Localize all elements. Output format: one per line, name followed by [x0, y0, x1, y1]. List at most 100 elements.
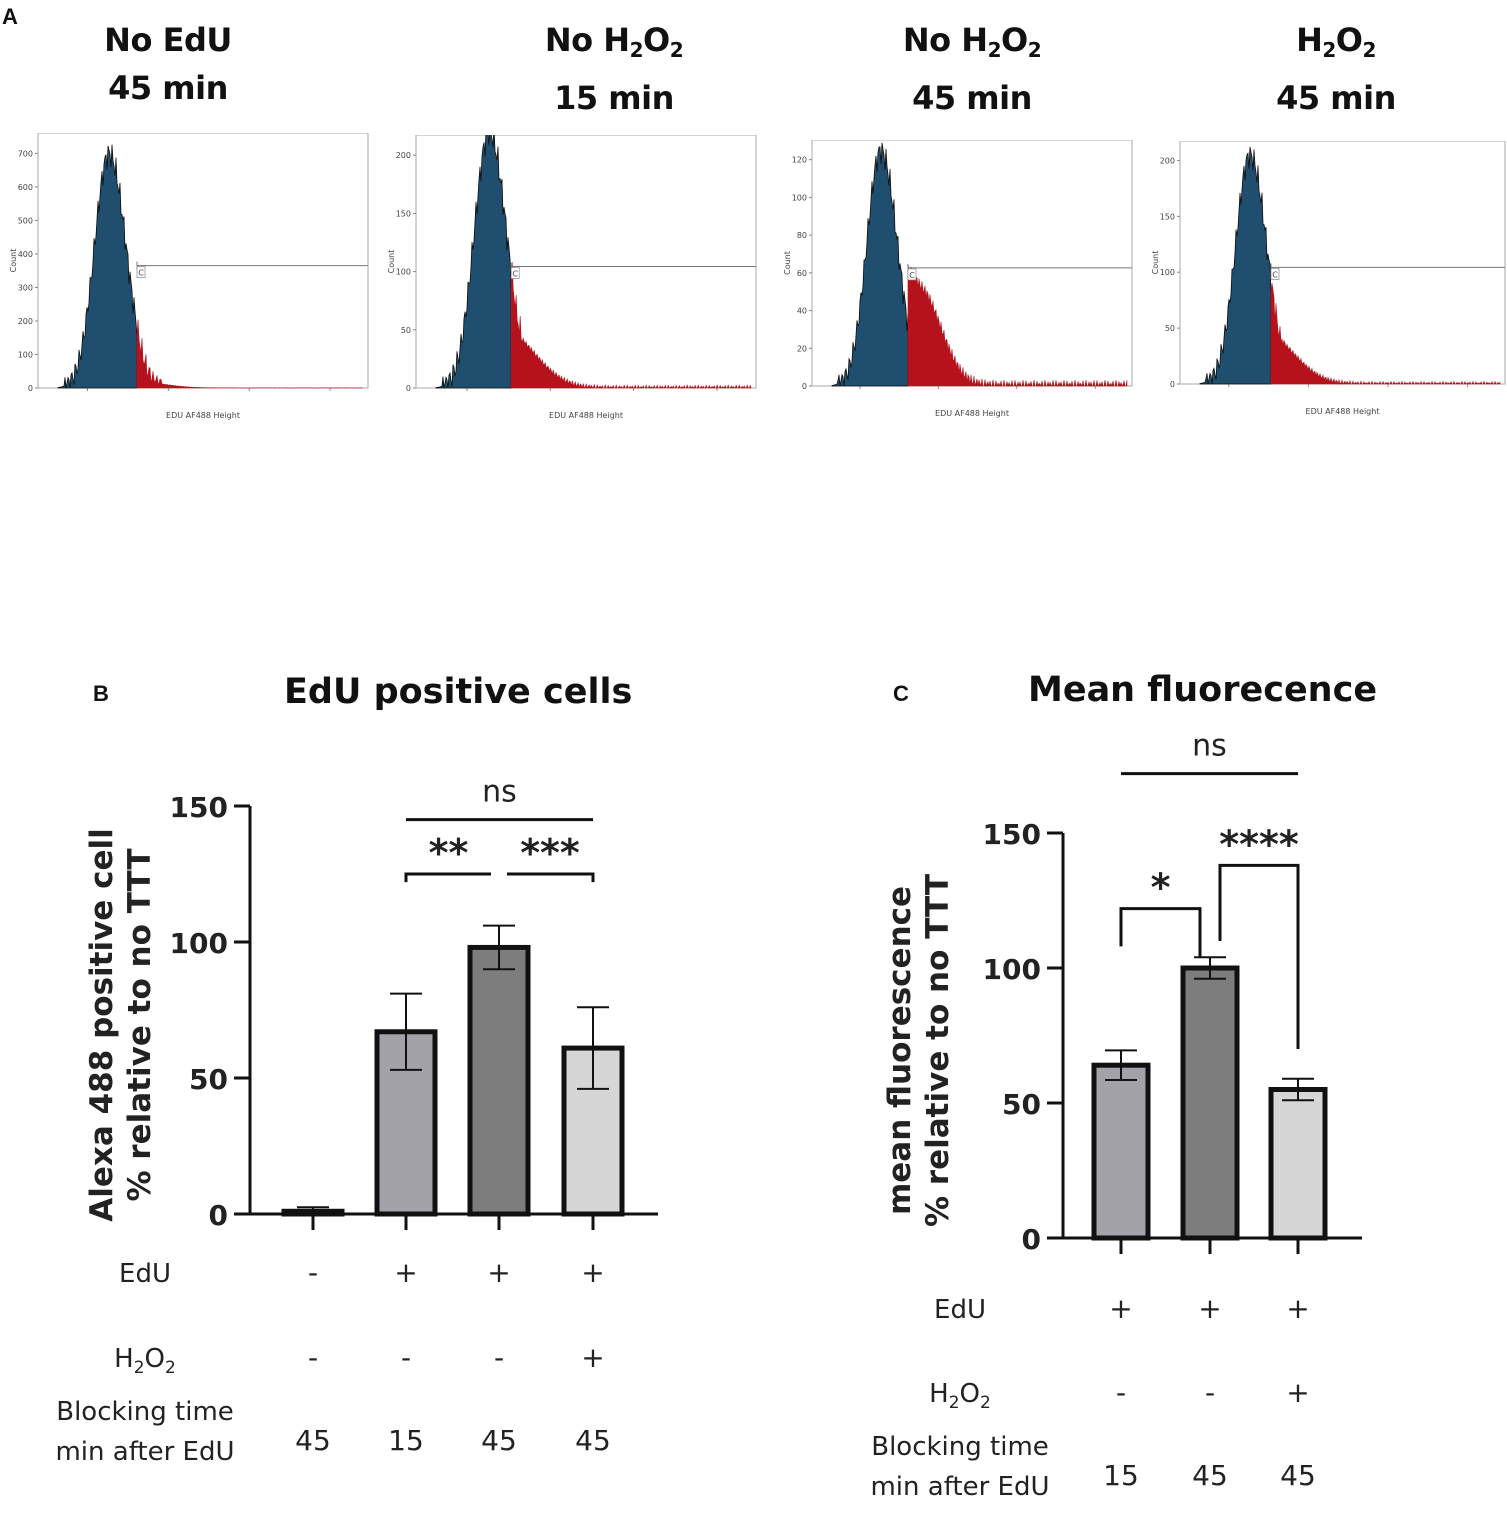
y-axis-label: Count: [387, 250, 396, 274]
y-tick-label: 0: [1170, 380, 1175, 389]
y-axis-label: Count: [783, 251, 792, 275]
y-tick-label: 0: [209, 1199, 228, 1232]
histogram-title-line1: No EdU: [104, 21, 232, 59]
chart-c: 0 50 100 150 mean fluorescence% relative to …: [870, 729, 1362, 1502]
y-tick-label: 150: [170, 791, 228, 824]
row-value: -: [1116, 1376, 1126, 1409]
y-tick-label: 100: [792, 193, 807, 202]
y-tick-label: 100: [396, 268, 411, 277]
row-label-blocking-line1: Blocking time: [871, 1432, 1049, 1462]
histogram-3: 0 20 40 60 80 100 120 Count EDU AF488 Height C: [783, 140, 1133, 418]
y-tick-label: 200: [1160, 156, 1175, 165]
row-label-h2o2: H2O2: [929, 1379, 991, 1413]
y-tick-label: 400: [18, 250, 33, 259]
significance-label: ns: [1192, 729, 1227, 764]
row-value: -: [308, 1341, 318, 1374]
row-value: 45: [1280, 1459, 1316, 1492]
gate-label: C: [1272, 270, 1278, 279]
row-label-edu: EdU: [934, 1295, 986, 1325]
y-tick-label: 120: [792, 156, 807, 165]
y-tick-label: 100: [1160, 268, 1175, 277]
bar-3: [1268, 1087, 1328, 1241]
histogram-title-4: H2O2 45 min: [1196, 16, 1476, 122]
row-value: -: [1205, 1376, 1215, 1409]
row-label-blocking-line2: min after EdU: [55, 1437, 234, 1467]
y-tick-label: 150: [1160, 212, 1175, 221]
formula-h: H: [929, 1379, 949, 1409]
significance-label: ***: [520, 831, 580, 875]
histogram-negative-population: [1199, 146, 1272, 385]
panel-b-letter: B: [93, 681, 109, 706]
y-tick-label: 200: [18, 317, 33, 326]
gate-label-box: [510, 267, 520, 279]
gate-label: C: [512, 270, 518, 279]
histogram-title-line2: 45 min: [912, 79, 1032, 117]
y-tick-label: 200: [396, 151, 411, 160]
panel-a-letter: A: [2, 4, 18, 29]
histogram-title-2: No H2O2 15 min: [474, 16, 754, 122]
significance-bracket: [1218, 863, 1300, 1049]
y-axis-label-line2: % relative to no TTT: [920, 874, 956, 1227]
gate-label: C: [138, 269, 144, 278]
x-axis-label: EDU AF488 Height: [935, 409, 1009, 418]
y-tick-label: 100: [983, 953, 1041, 986]
histogram-2: 0 50 100 150 200 Count EDU AF488 Height C: [387, 135, 757, 420]
row-value: -: [308, 1256, 318, 1289]
gate-label-box: [136, 266, 146, 278]
formula-h: H: [114, 1344, 134, 1374]
histogram-positive-population: [907, 263, 1128, 388]
row-label-edu: EdU: [119, 1259, 171, 1289]
row-value: 15: [388, 1424, 424, 1457]
gate-label-box: [1270, 268, 1280, 280]
y-axis-label-line1: mean fluorescence: [882, 886, 918, 1215]
histogram-positive-population: [136, 319, 363, 389]
significance-label: ****: [1219, 822, 1299, 866]
histogram-title-1: No EdU 45 min: [28, 16, 308, 112]
row-value: +: [487, 1256, 510, 1289]
row-value: +: [1286, 1292, 1309, 1325]
histogram-positive-population: [510, 262, 752, 390]
y-tick-label: 500: [18, 216, 33, 225]
y-tick-label: 80: [797, 231, 807, 240]
significance-bracket: [1119, 907, 1202, 958]
y-tick-label: 50: [1165, 324, 1175, 333]
row-value: 45: [481, 1424, 517, 1457]
y-axis-label: Count: [1151, 251, 1160, 275]
chart-b: 0 50 100 150 Alexa 488 positive cell% relati…: [55, 775, 658, 1467]
y-tick-label: 150: [396, 209, 411, 218]
y-tick-label: 0: [28, 384, 33, 393]
formula-sub: 2: [165, 1358, 176, 1378]
formula-sub: 2: [949, 1393, 960, 1413]
histogram-negative-population: [435, 135, 512, 389]
row-value: 45: [1192, 1459, 1228, 1492]
histogram-title-line1: No H2O2: [902, 21, 1042, 62]
y-tick-label: 600: [18, 183, 33, 192]
y-tick-label: 50: [189, 1063, 228, 1096]
histogram-title-3: No H2O2 45 min: [832, 16, 1112, 122]
y-tick-label: 60: [797, 269, 807, 278]
row-value: +: [1198, 1292, 1221, 1325]
row-value: +: [1286, 1376, 1309, 1409]
gate-label-box: [907, 268, 917, 281]
row-value: +: [581, 1256, 604, 1289]
row-label-blocking-line2: min after EdU: [870, 1472, 1049, 1502]
row-value: -: [401, 1341, 411, 1374]
y-tick-label: 50: [1002, 1088, 1041, 1121]
histogram-title-line1: No H2O2: [544, 21, 684, 62]
row-value: +: [1109, 1292, 1132, 1325]
formula-o: O: [145, 1344, 165, 1374]
row-value: 45: [575, 1424, 611, 1457]
significance-label: *: [1151, 866, 1171, 910]
x-axis-label: EDU AF488 Height: [549, 411, 623, 420]
histogram-title-line2: 15 min: [554, 79, 674, 117]
y-axis-label-line1: Alexa 488 positive cell: [84, 828, 120, 1222]
y-axis-label: Count: [9, 249, 18, 273]
y-tick-label: 0: [1022, 1223, 1041, 1256]
y-tick-label: 20: [797, 344, 807, 353]
histogram-4: 0 50 100 150 200 Count EDU AF488 Height C: [1151, 141, 1506, 416]
significance-bracket: [404, 872, 491, 883]
formula-sub: 2: [980, 1393, 991, 1413]
histogram-title-line2: 45 min: [108, 69, 228, 107]
chart-c-title: Mean fluorecence: [1028, 670, 1378, 710]
histogram-negative-population: [57, 144, 138, 389]
